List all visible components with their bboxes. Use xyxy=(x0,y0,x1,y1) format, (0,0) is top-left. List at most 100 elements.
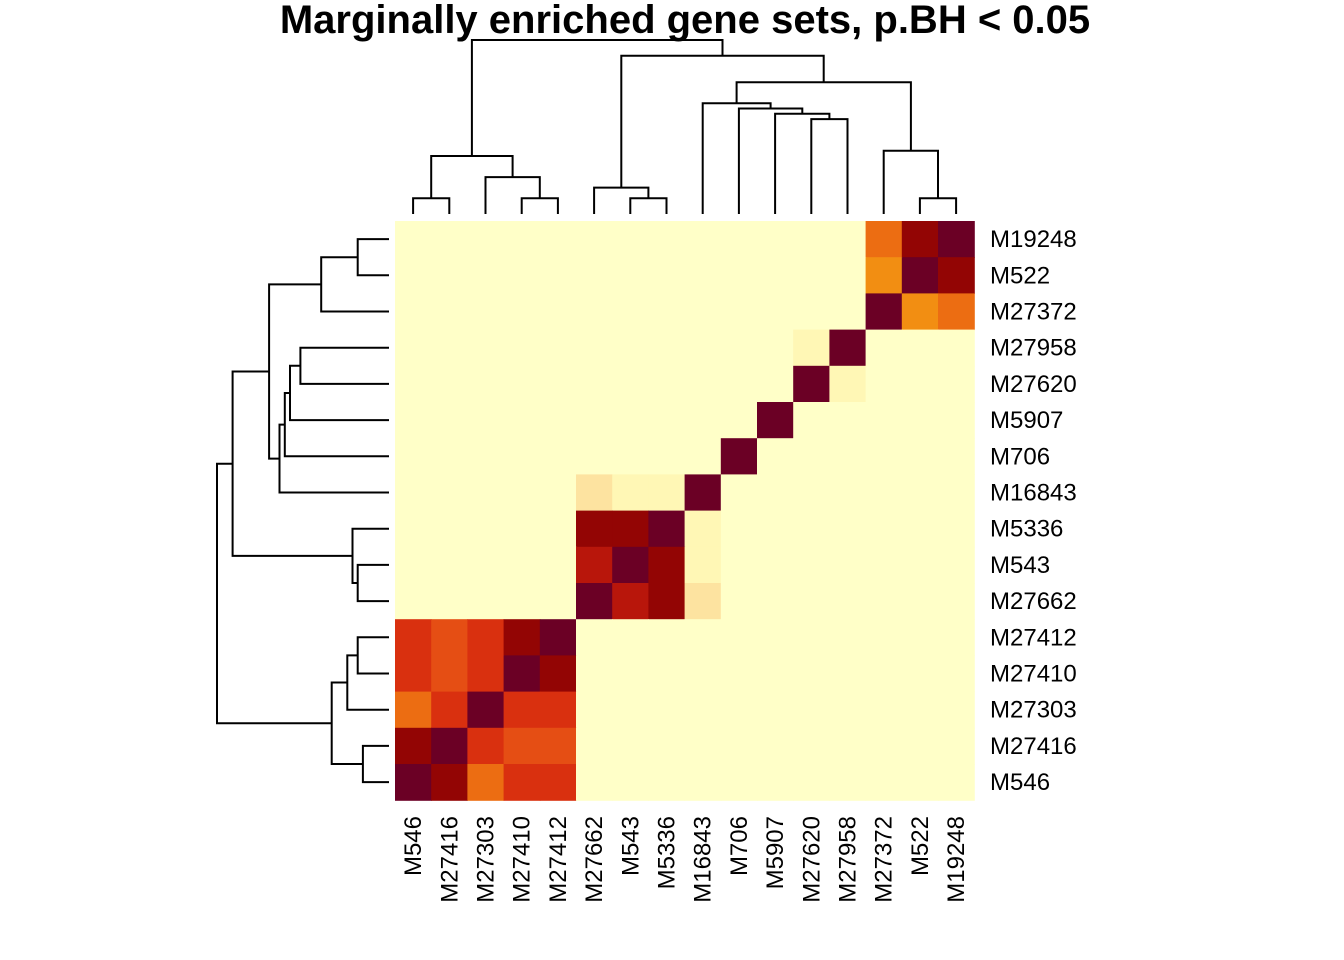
heatmap-cell xyxy=(431,727,468,765)
heatmap-cells xyxy=(395,221,975,801)
heatmap-cell xyxy=(793,438,830,475)
heatmap-cell xyxy=(431,474,468,512)
heatmap-cell xyxy=(684,293,722,331)
heatmap-cell xyxy=(757,583,794,620)
heatmap-cell xyxy=(395,619,432,656)
heatmap-cell xyxy=(793,329,830,367)
heatmap-cell xyxy=(503,510,541,548)
heatmap-cell xyxy=(757,402,794,439)
heatmap-cell xyxy=(612,764,649,801)
heatmap-cell xyxy=(431,293,468,331)
heatmap-cell xyxy=(576,438,613,475)
heatmap-cell xyxy=(829,764,867,801)
chart-title: Marginally enriched gene sets, p.BH < 0.… xyxy=(280,0,1090,42)
heatmap-cell xyxy=(503,619,541,656)
dendrogram-branch xyxy=(810,118,849,214)
row-label: M543 xyxy=(990,552,1050,579)
row-label: M546 xyxy=(990,769,1050,796)
heatmap-cell xyxy=(612,221,649,258)
row-label: M27410 xyxy=(990,661,1077,688)
column-dendrogram xyxy=(412,39,958,214)
heatmap-cell xyxy=(648,510,686,548)
heatmap-cell xyxy=(467,727,505,765)
heatmap-cell xyxy=(720,365,758,403)
heatmap-cell xyxy=(938,293,975,331)
heatmap-cell xyxy=(720,402,758,439)
heatmap-cell xyxy=(467,221,505,258)
heatmap-cell xyxy=(901,655,939,693)
heatmap-cell xyxy=(720,474,758,512)
heatmap-cell xyxy=(829,546,867,584)
heatmap-cell xyxy=(576,257,613,294)
heatmap-cell xyxy=(720,293,758,331)
heatmap-cell xyxy=(503,546,541,584)
heatmap-cell xyxy=(395,764,432,801)
column-label: M27662 xyxy=(581,816,608,903)
heatmap-cell xyxy=(901,764,939,801)
heatmap-cell xyxy=(720,221,758,258)
heatmap-cell xyxy=(865,619,903,656)
heatmap-cell xyxy=(539,510,577,548)
row-label: M27958 xyxy=(990,335,1077,362)
heatmap-cell xyxy=(612,583,649,620)
heatmap-cell xyxy=(793,619,830,656)
heatmap-cell xyxy=(648,438,686,475)
column-label: M522 xyxy=(907,816,934,876)
heatmap-cell xyxy=(503,402,541,439)
heatmap-cell xyxy=(720,257,758,294)
heatmap-cell xyxy=(829,619,867,656)
heatmap-cell xyxy=(684,402,722,439)
heatmap-cell xyxy=(539,402,577,439)
heatmap-cell xyxy=(757,764,794,801)
heatmap-cell xyxy=(793,691,830,729)
dendrogram-branch xyxy=(356,636,389,675)
heatmap-cell xyxy=(467,764,505,801)
heatmap-cell xyxy=(395,510,432,548)
heatmap-cell xyxy=(431,257,468,294)
heatmap-cell xyxy=(612,438,649,475)
heatmap-cell xyxy=(431,691,468,729)
heatmap-cell xyxy=(793,402,830,439)
heatmap-cell xyxy=(576,402,613,439)
heatmap-cell xyxy=(829,365,867,403)
heatmap-cell xyxy=(865,583,903,620)
heatmap-cell xyxy=(901,293,939,331)
heatmap-cell xyxy=(684,474,722,512)
column-label: M5336 xyxy=(654,816,681,889)
column-label: M27410 xyxy=(509,816,536,903)
heatmap-cell xyxy=(757,329,794,367)
heatmap-cell xyxy=(612,402,649,439)
dendrogram-branch xyxy=(361,744,389,784)
heatmap-cell xyxy=(720,691,758,729)
heatmap-cell xyxy=(648,619,686,656)
row-label: M27662 xyxy=(990,588,1077,615)
heatmap-cell xyxy=(720,583,758,620)
heatmap-cell xyxy=(395,293,432,331)
heatmap-cell xyxy=(757,727,794,765)
dendrogram-branch xyxy=(289,364,389,422)
column-label: M5907 xyxy=(762,816,789,889)
heatmap-cell xyxy=(539,727,577,765)
heatmap-cell xyxy=(829,727,867,765)
heatmap-cell xyxy=(467,510,505,548)
row-label: M27620 xyxy=(990,371,1077,398)
heatmap-cell xyxy=(576,583,613,620)
heatmap-cell xyxy=(648,257,686,294)
heatmap-cell xyxy=(901,402,939,439)
heatmap-cell xyxy=(684,329,722,367)
heatmap-cell xyxy=(684,257,722,294)
heatmap-cell xyxy=(865,365,903,403)
dendrogram-branch xyxy=(412,197,451,214)
heatmap-cell xyxy=(576,546,613,584)
heatmap-cell xyxy=(938,365,975,403)
heatmap-cell xyxy=(503,691,541,729)
heatmap-cell xyxy=(720,438,758,475)
heatmap-cell xyxy=(576,655,613,693)
heatmap-cell xyxy=(467,546,505,584)
heatmap-cell xyxy=(757,221,794,258)
heatmap-cell xyxy=(648,546,686,584)
heatmap-cell xyxy=(684,221,722,258)
row-label: M19248 xyxy=(990,226,1077,253)
heatmap-cell xyxy=(431,546,468,584)
heatmap-cell xyxy=(431,655,468,693)
